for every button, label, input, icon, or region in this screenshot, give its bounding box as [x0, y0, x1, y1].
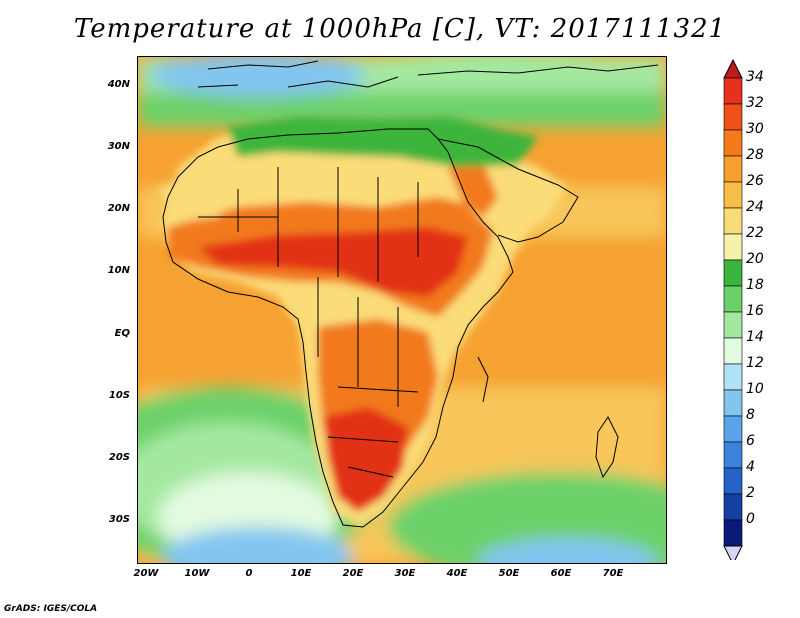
south-atlantic-blue — [163, 527, 353, 563]
lon-label-20e: 20E — [342, 568, 364, 579]
lon-label-20w: 20W — [133, 568, 159, 579]
colorbar-segment — [723, 207, 743, 235]
lat-label-20n: 20N — [107, 203, 130, 214]
map-title: Temperature at 1000hPa [C], VT: 20171113… — [73, 14, 727, 44]
colorbar-segment — [723, 103, 743, 131]
north-africa-green — [228, 117, 538, 167]
colorbar-label: 34 — [746, 69, 764, 85]
temperature-map — [137, 56, 667, 564]
colorbar-segment — [723, 415, 743, 443]
colorbar-label: 0 — [746, 511, 755, 527]
west-sahara-yellow — [158, 177, 238, 222]
lat-label-eq: EQ — [114, 328, 130, 339]
colorbar-label: 18 — [746, 277, 764, 293]
lon-label-0: 0 — [245, 568, 253, 579]
colorbar-segment — [723, 337, 743, 365]
colorbar-label: 8 — [746, 407, 755, 423]
grads-credit: GrADS: IGES/COLA — [4, 604, 98, 614]
colorbar-label: 2 — [746, 485, 755, 501]
colorbar — [723, 58, 743, 560]
lon-label-10e: 10E — [290, 568, 312, 579]
southern-africa-hot — [323, 407, 408, 512]
lon-label-10w: 10W — [184, 568, 210, 579]
lon-label-50e: 50E — [498, 568, 520, 579]
colorbar-segment — [723, 181, 743, 209]
lat-label-40n: 40N — [107, 79, 130, 90]
colorbar-top-arrow — [723, 58, 743, 79]
colorbar-bottom-arrow — [723, 545, 743, 560]
colorbar-segment — [723, 311, 743, 339]
colorbar-segment — [723, 363, 743, 391]
lat-label-20s: 20S — [108, 452, 130, 463]
lat-label-10s: 10S — [108, 390, 130, 401]
colorbar-label: 24 — [746, 199, 764, 215]
colorbar-label: 6 — [746, 433, 755, 449]
colorbar-label: 28 — [746, 147, 764, 163]
south-indian-blue — [478, 538, 658, 563]
sahel-hot — [198, 227, 468, 297]
colorbar-label: 26 — [746, 173, 764, 189]
lat-label-30n: 30N — [107, 141, 130, 152]
colorbar-label: 22 — [746, 225, 764, 241]
colorbar-segment — [723, 441, 743, 469]
arabia-warm — [448, 162, 498, 217]
colorbar-segment — [723, 155, 743, 183]
colorbar-segment — [723, 259, 743, 287]
colorbar-segment — [723, 493, 743, 521]
lon-label-30e: 30E — [394, 568, 416, 579]
lon-label-40e: 40E — [446, 568, 468, 579]
colorbar-segment — [723, 285, 743, 313]
colorbar-label: 20 — [746, 251, 764, 267]
colorbar-segment — [723, 129, 743, 157]
country-borders — [162, 60, 659, 528]
temperature-field — [138, 57, 666, 563]
colorbar-label: 30 — [746, 121, 764, 137]
colorbar-label: 10 — [746, 381, 764, 397]
colorbar-label: 12 — [746, 355, 764, 371]
colorbar-label: 4 — [746, 459, 755, 475]
lat-label-10n: 10N — [107, 265, 130, 276]
colorbar-label: 16 — [746, 303, 764, 319]
colorbar-label: 14 — [746, 329, 764, 345]
colorbar-segment — [723, 389, 743, 417]
colorbar-segment — [723, 519, 743, 547]
colorbar-segment — [723, 77, 743, 105]
lat-label-30s: 30S — [108, 514, 130, 525]
colorbar-label: 32 — [746, 95, 764, 111]
lon-label-70e: 70E — [602, 568, 624, 579]
lon-label-60e: 60E — [550, 568, 572, 579]
colorbar-segment — [723, 467, 743, 495]
colorbar-segment — [723, 233, 743, 261]
